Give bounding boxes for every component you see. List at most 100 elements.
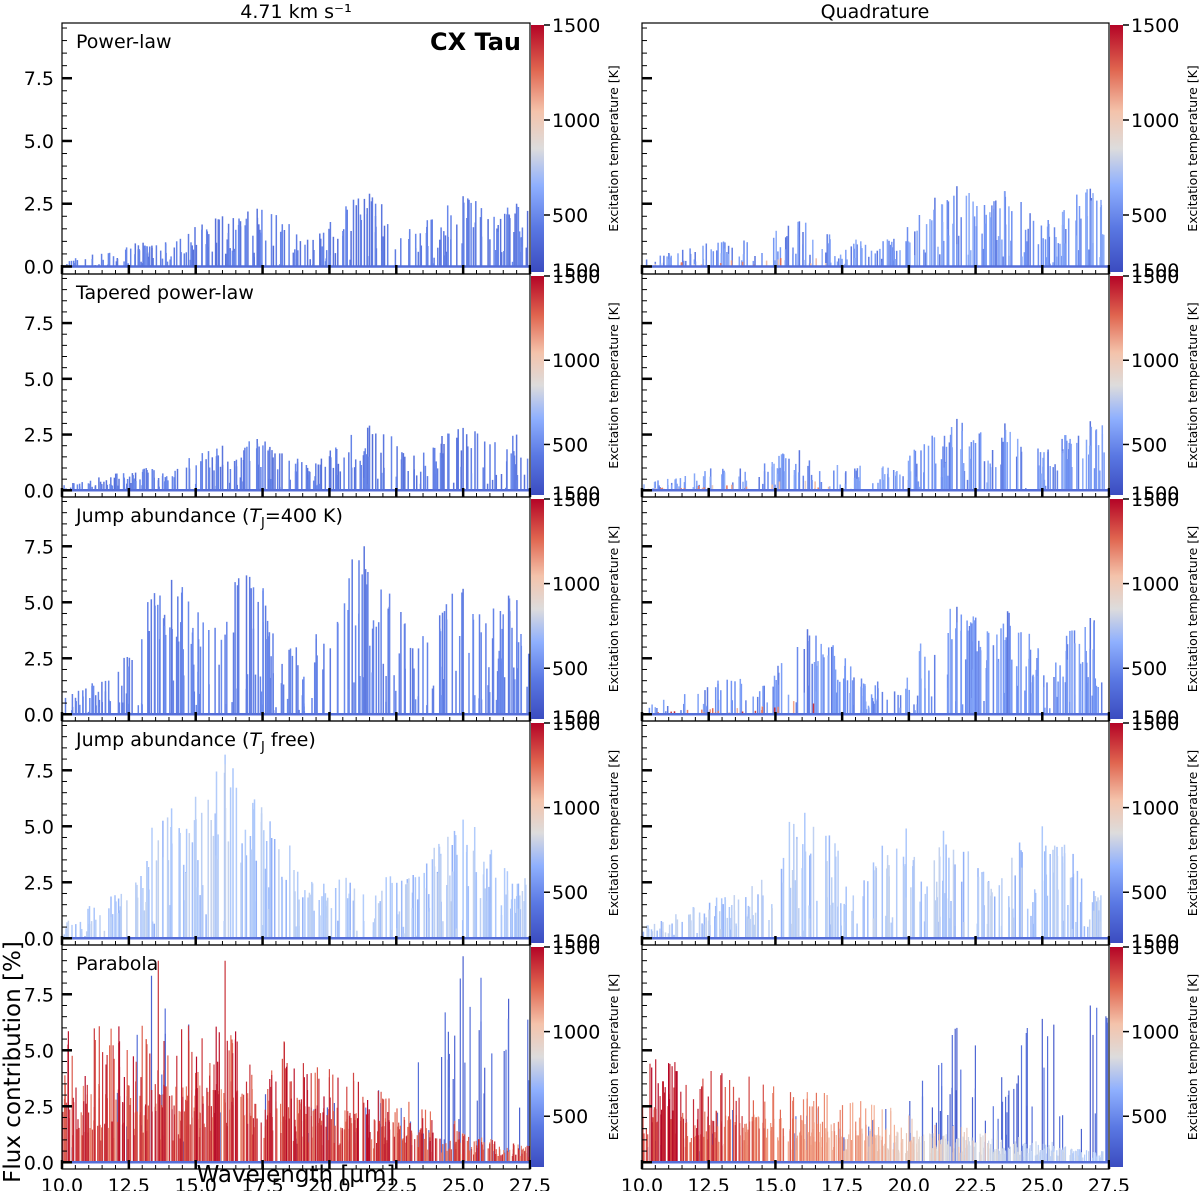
x-axis-label: Wavelength [µm]: [197, 1162, 396, 1188]
y-tick-label: 2.5: [24, 425, 54, 447]
panel-r1-c1: 0.0 2.5 5.0 7.5 Power-law 500 1000 1500 Excitati…: [24, 15, 621, 282]
colorbar: 500 1000 1500 Excitation temperature [K] 150…: [531, 15, 621, 282]
panel-frame: [641, 273, 1110, 498]
model-label: Tapered power-law: [75, 282, 254, 304]
colorbar-tick-label: 500: [1131, 434, 1167, 456]
x-tick-label: 20.0: [888, 1175, 930, 1191]
colorbar-label: Excitation temperature [K]: [606, 750, 621, 916]
panel-r4-c2: 500 1000 1500 Excitation temperature [K] 150…: [640, 713, 1200, 953]
colorbar: 500 1000 1500 Excitation temperature [K]: [531, 937, 621, 1167]
colorbar-label: Excitation temperature [K]: [606, 526, 621, 692]
panels-group: 0.0 2.5 5.0 7.5 Power-law 500 1000 1500 Excitati…: [24, 15, 1200, 1191]
x-tick-label: 12.5: [108, 1175, 150, 1191]
colorbar-tick-label: 1000: [552, 798, 600, 820]
colorbar-tick-label: 1500: [1131, 713, 1179, 735]
y-tick-label: 5.0: [24, 131, 54, 153]
panel-r2-c1: 0.0 2.5 5.0 7.5 Tapered power-law 500 1000 1500…: [24, 266, 621, 505]
colorbar-tick-label: 1500: [552, 937, 600, 959]
colorbar-gradient: [531, 499, 544, 719]
y-tick-label: 5.0: [24, 1040, 54, 1062]
colorbar-tick-label: 1500: [552, 489, 600, 511]
x-tick-label: 17.5: [821, 1175, 863, 1191]
panel-r3-c1: 0.0 2.5 5.0 7.5 Jump abundance (TJ=400 K) 500…: [24, 489, 621, 729]
panel-r5-c2: 10.0 12.5 15.0 17.5 20.0 22.5 25.0 27.5 500 1000 1…: [621, 937, 1200, 1191]
colorbar-tick-label: 500: [552, 205, 588, 227]
colorbar: 500 1000 1500 Excitation temperature [K]: [1110, 937, 1200, 1167]
y-tick-label: 7.5: [24, 68, 54, 90]
y-tick-label: 5.0: [24, 816, 54, 838]
x-tick-label: 15.0: [175, 1175, 217, 1191]
colorbar-label: Excitation temperature [K]: [606, 65, 621, 231]
x-tick-label: 25.0: [1021, 1175, 1063, 1191]
colorbar-tick-label: 1000: [1131, 574, 1179, 596]
colorbar-gradient: [1110, 499, 1123, 719]
x-tick-label: 27.5: [1088, 1175, 1130, 1191]
y-tick-label: 7.5: [24, 760, 54, 782]
colorbar-tick-label: 1500: [552, 15, 600, 37]
colorbar: 500 1000 1500 Excitation temperature [K] 150…: [531, 266, 621, 505]
y-tick-label: 0.0: [24, 928, 54, 950]
y-tick-label: 2.5: [24, 194, 54, 216]
panel-r2-c2: 500 1000 1500 Excitation temperature [K] 150…: [640, 266, 1200, 505]
model-label: Jump abundance (TJ=400 K): [75, 505, 343, 531]
spectral-lines: [642, 418, 1109, 492]
colorbar-gradient: [1110, 947, 1123, 1167]
colorbar: 500 1000 1500 Excitation temperature [K] 150…: [1110, 713, 1200, 953]
spectral-lines: [642, 606, 1109, 716]
y-axis-label: Flux contribution [%]: [0, 941, 26, 1183]
x-tick-label: 10.0: [41, 1175, 83, 1191]
colorbar-label: Excitation temperature [K]: [1185, 750, 1200, 916]
right-column-title: Quadrature: [821, 1, 930, 23]
colorbar-gradient: [531, 723, 544, 943]
colorbar: 500 1000 1500 Excitation temperature [K] 150…: [1110, 489, 1200, 729]
colorbar: 500 1000 1500 Excitation temperature [K] 150…: [531, 489, 621, 729]
colorbar: 500 1000 1500 Excitation temperature [K] 150…: [531, 713, 621, 953]
x-tick-label: 12.5: [688, 1175, 730, 1191]
colorbar-label: Excitation temperature [K]: [1185, 974, 1200, 1140]
y-tick-label: 7.5: [24, 536, 54, 558]
colorbar-gradient: [531, 947, 544, 1167]
colorbar-label: Excitation temperature [K]: [1185, 526, 1200, 692]
colorbar-bottom-label: 1500: [1131, 260, 1179, 282]
colorbar-bottom-label: 1500: [552, 260, 600, 282]
x-tick-label: 17.5: [241, 1175, 283, 1191]
panel-r4-c1: 0.0 2.5 5.0 7.5 Jump abundance (TJ free) 500 1…: [24, 713, 621, 953]
colorbar-tick-label: 1000: [1131, 798, 1179, 820]
object-label: CX Tau: [430, 28, 521, 56]
spectral-lines: [62, 956, 530, 1164]
colorbar-bottom-label: 1500: [552, 483, 600, 505]
y-tick-label: 5.0: [24, 592, 54, 614]
colorbar-tick-label: 500: [1131, 882, 1167, 904]
colorbar-bottom-label: 1500: [552, 707, 600, 729]
colorbar-gradient: [1110, 723, 1123, 943]
spectral-lines: [642, 812, 1109, 940]
colorbar-label: Excitation temperature [K]: [606, 974, 621, 1140]
colorbar-bottom-label: 1500: [1131, 483, 1179, 505]
colorbar-tick-label: 500: [552, 658, 588, 680]
colorbar-tick-label: 1000: [1131, 350, 1179, 372]
y-tick-label: 0.0: [24, 1152, 54, 1174]
y-tick-label: 0.0: [24, 704, 54, 726]
x-tick-label: 15.0: [754, 1175, 796, 1191]
y-tick-label: 0.0: [24, 256, 54, 278]
y-tick-label: 2.5: [24, 872, 54, 894]
x-tick-label: 27.5: [509, 1175, 551, 1191]
y-tick-label: 7.5: [24, 313, 54, 335]
colorbar-label: Excitation temperature [K]: [1185, 65, 1200, 231]
colorbar-tick-label: 500: [1131, 205, 1167, 227]
colorbar-label: Excitation temperature [K]: [1185, 302, 1200, 468]
colorbar-tick-label: 1000: [552, 574, 600, 596]
colorbar-tick-label: 1000: [552, 350, 600, 372]
colorbar-tick-label: 1500: [1131, 15, 1179, 37]
y-tick-label: 2.5: [24, 1096, 54, 1118]
colorbar-tick-label: 500: [1131, 658, 1167, 680]
x-tick-label: 10.0: [621, 1175, 663, 1191]
colorbar-tick-label: 1000: [552, 1022, 600, 1044]
y-tick-label: 5.0: [24, 369, 54, 391]
colorbar-tick-label: 500: [552, 434, 588, 456]
y-tick-label: 0.0: [24, 480, 54, 502]
x-tick-label: 20.0: [308, 1175, 350, 1191]
model-label: Power-law: [76, 31, 172, 53]
spectral-lines: [62, 425, 530, 492]
